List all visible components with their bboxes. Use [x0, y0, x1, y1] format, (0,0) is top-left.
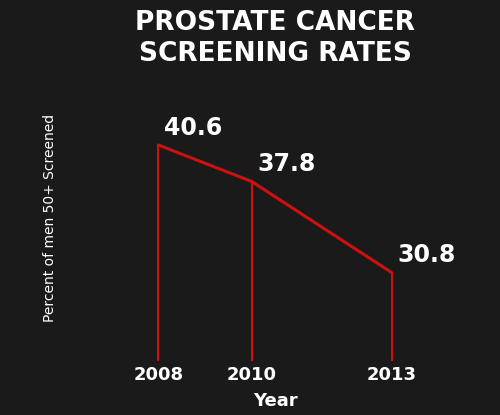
Text: 30.8: 30.8 — [398, 243, 456, 267]
Title: PROSTATE CANCER
SCREENING RATES: PROSTATE CANCER SCREENING RATES — [135, 10, 415, 67]
Text: 37.8: 37.8 — [258, 152, 316, 176]
Y-axis label: Percent of men 50+ Screened: Percent of men 50+ Screened — [42, 114, 56, 322]
Text: 40.6: 40.6 — [164, 116, 222, 140]
X-axis label: Year: Year — [252, 392, 298, 410]
